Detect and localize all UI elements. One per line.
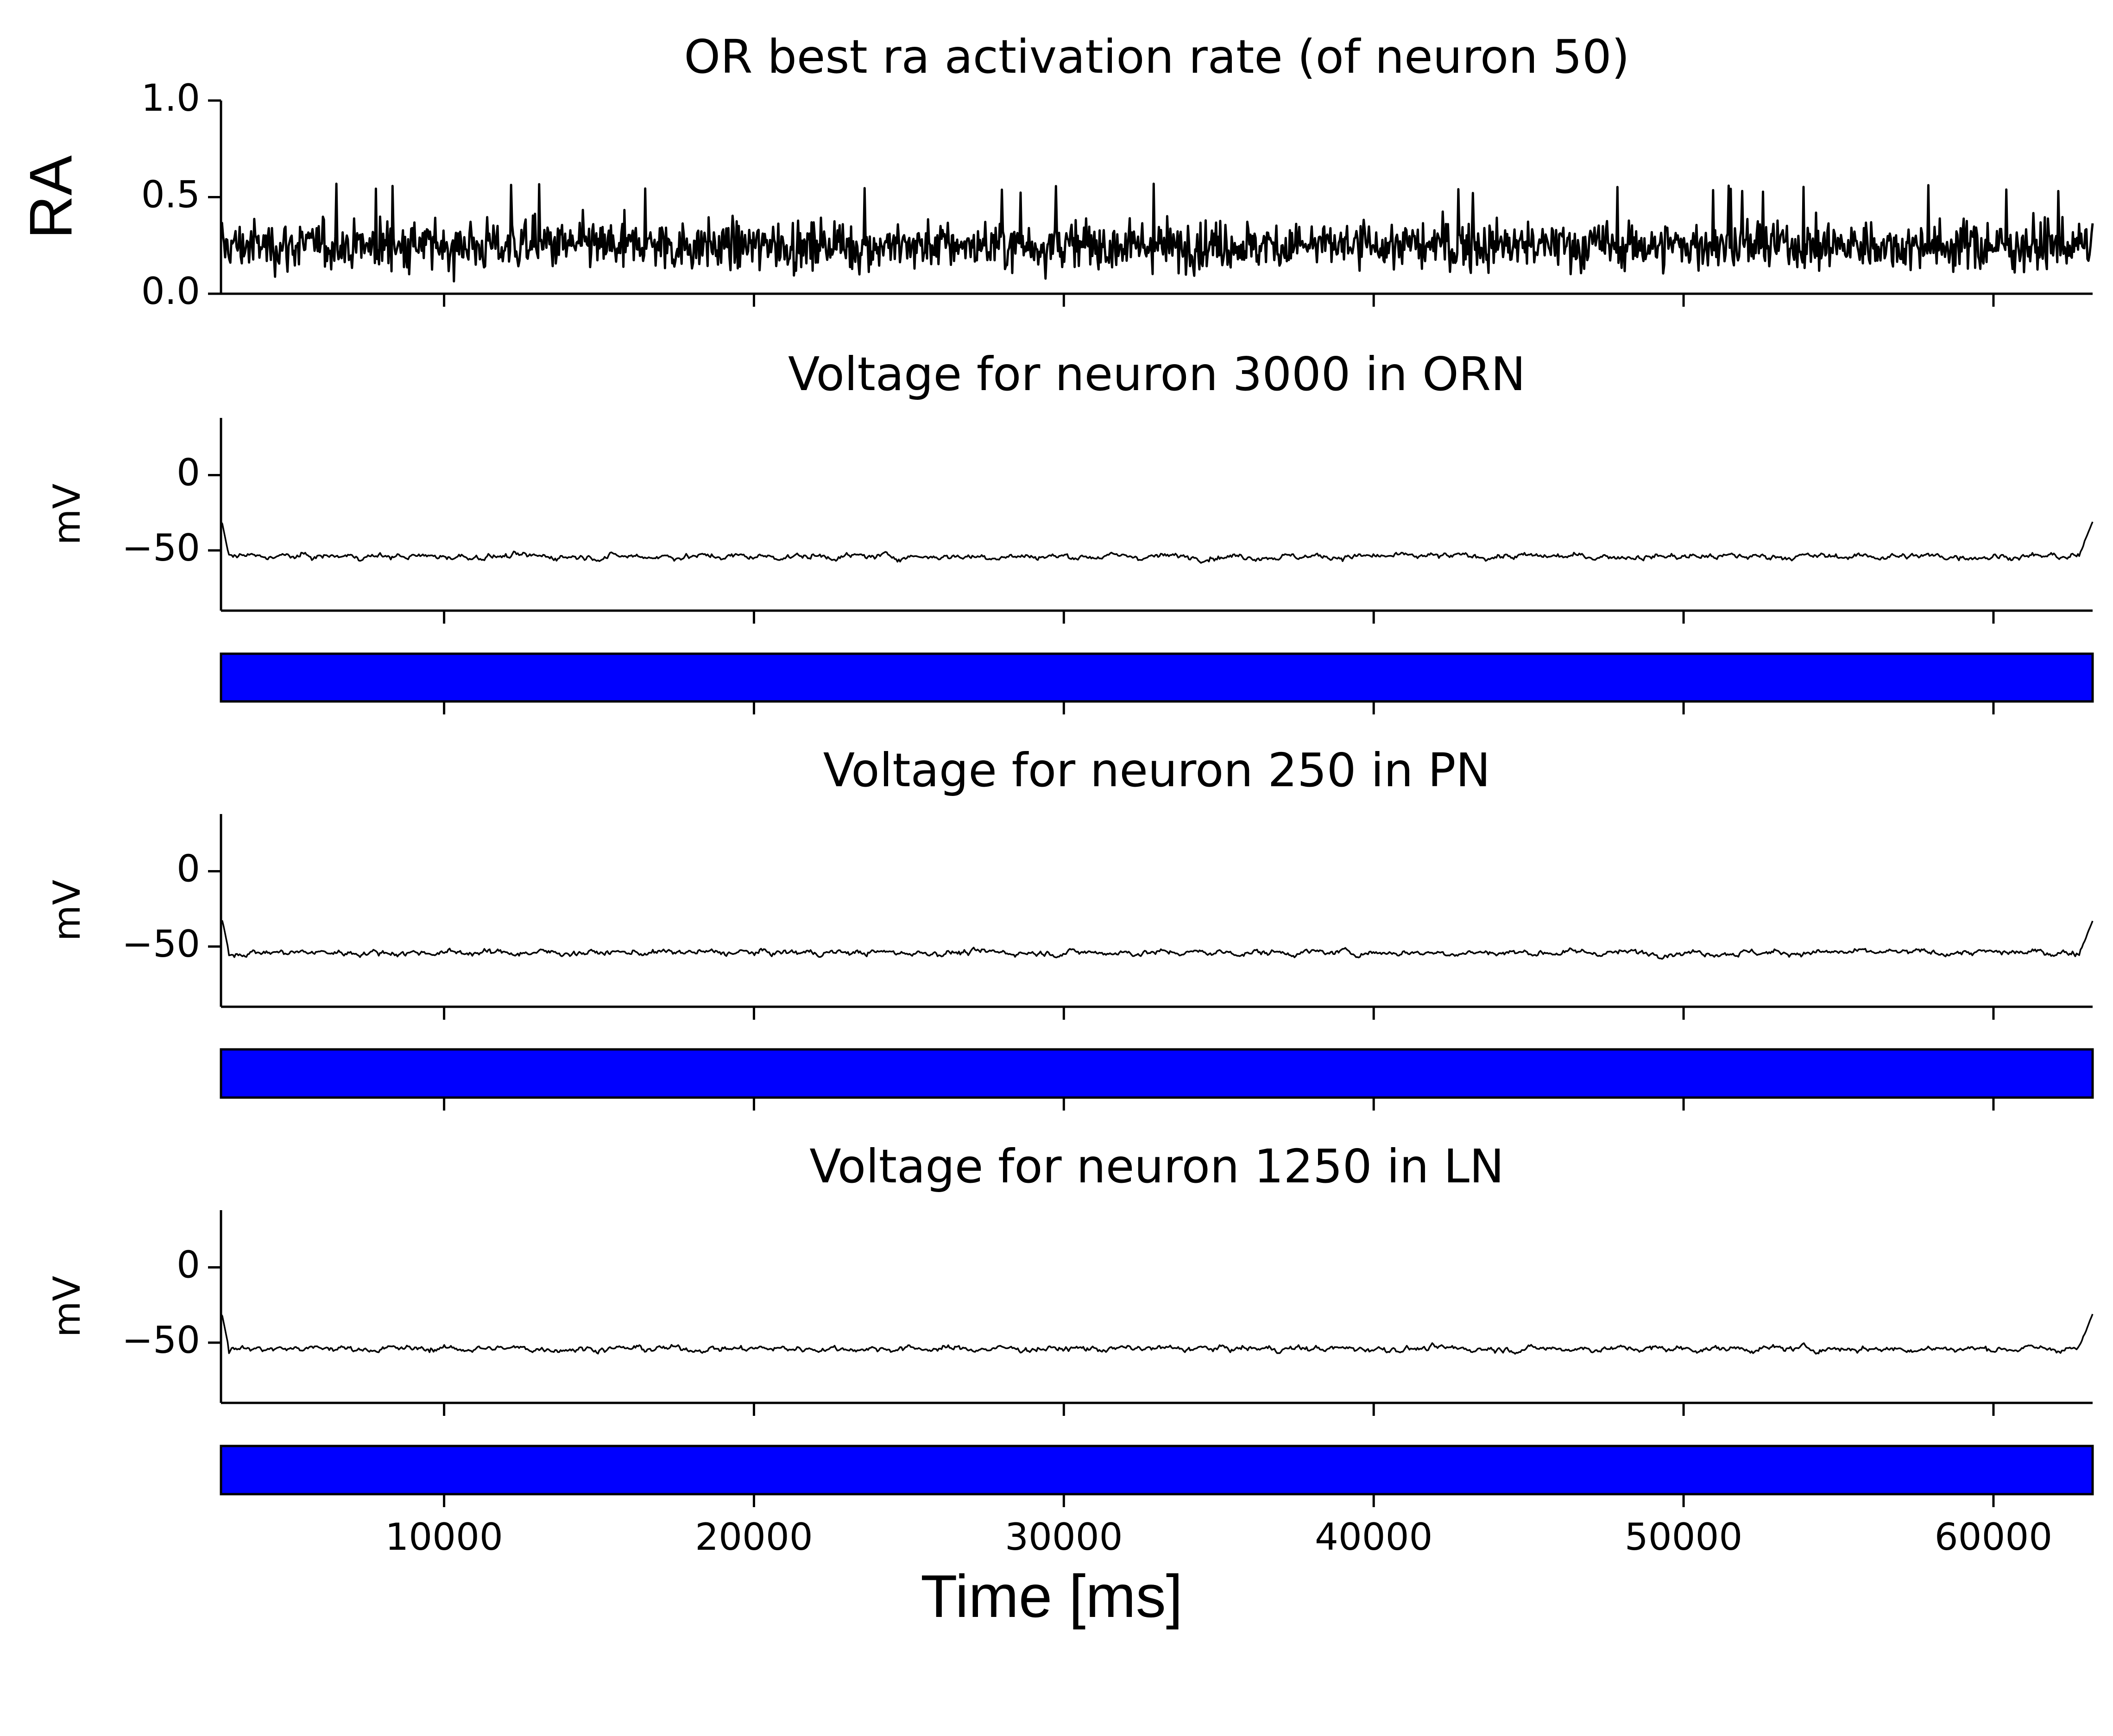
y-axis-label: RA [17,155,84,239]
y-axis-label: mV [45,879,88,941]
y-tick-label: 0 [177,451,200,494]
x-tick-label: 30000 [1005,1515,1123,1559]
y-tick-label: −50 [122,526,200,569]
x-axis-label: Time [ms] [921,1562,1183,1630]
y-tick-label: 0 [177,847,200,890]
y-tick-label: 0 [177,1243,200,1286]
x-tick-label: 10000 [385,1515,503,1559]
series-line [220,183,2094,283]
y-tick-label: 1.0 [141,76,200,120]
series-line [221,920,2094,960]
heatmap-bar [220,1048,2094,1099]
y-tick-label: 0.0 [141,270,200,313]
series-line [220,521,2094,564]
heatmap-bar [220,1445,2094,1496]
y-axis-label: mV [45,483,88,545]
subplot-title: Voltage for neuron 250 in PN [823,743,1490,797]
heatmap-bar [220,652,2094,703]
subplot-title: OR best ra activation rate (of neuron 50… [684,30,1629,84]
subplot-title: Voltage for neuron 1250 in LN [809,1139,1504,1193]
y-tick-label: 0.5 [141,173,200,216]
x-tick-label: 20000 [695,1515,813,1559]
y-tick-label: −50 [122,1319,200,1362]
y-tick-label: −50 [122,922,200,966]
x-tick-label: 50000 [1625,1515,1743,1559]
subplot-title: Voltage for neuron 3000 in ORN [788,347,1526,401]
y-axis-label: mV [45,1275,88,1337]
x-tick-label: 40000 [1315,1515,1433,1559]
x-tick-label: 60000 [1935,1515,2053,1559]
series-line [220,1313,2094,1355]
